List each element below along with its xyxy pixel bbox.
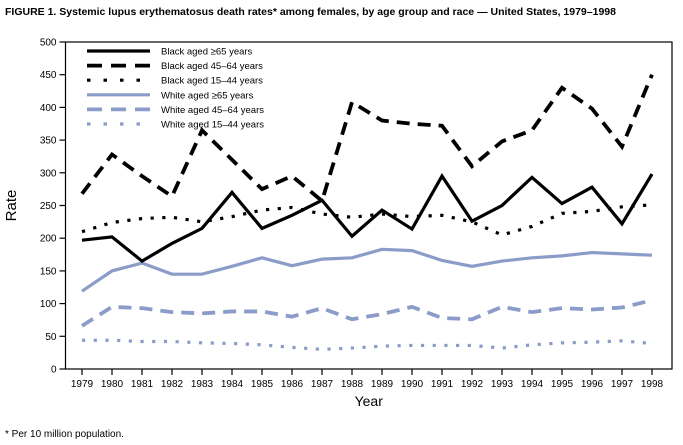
x-tick-label: 1986 <box>281 379 304 390</box>
x-tick-label: 1998 <box>641 379 664 390</box>
x-tick-label: 1989 <box>371 379 394 390</box>
x-tick-label: 1990 <box>401 379 424 390</box>
y-tick-label: 200 <box>40 234 57 245</box>
x-tick-label: 1997 <box>611 379 634 390</box>
y-tick-label: 150 <box>40 266 57 277</box>
series-line-3 <box>81 247 653 293</box>
footnote: * Per 10 million population. <box>5 429 124 440</box>
y-tick-label: 250 <box>40 201 57 212</box>
x-tick-label: 1981 <box>131 379 154 390</box>
legend-label-5: White aged 15–44 years <box>161 120 264 131</box>
x-tick-label: 1994 <box>521 379 544 390</box>
legend-label-3: White aged ≥65 years <box>161 90 254 101</box>
series-line-0 <box>81 173 654 264</box>
x-tick-label: 1988 <box>341 379 364 390</box>
y-tick-label: 400 <box>40 103 57 114</box>
series-line-4 <box>80 298 653 328</box>
x-tick-label: 1992 <box>461 379 484 390</box>
y-tick-label: 450 <box>40 70 57 81</box>
legend-label-1: Black aged 45–64 years <box>161 61 263 72</box>
legend-label-4: White aged 45–64 years <box>161 105 264 116</box>
series-line-5 <box>82 338 653 351</box>
x-tick-label: 1980 <box>101 379 124 390</box>
y-tick-label: 350 <box>40 136 57 147</box>
x-tick-label: 1985 <box>251 379 274 390</box>
x-axis-title: Year <box>355 393 384 409</box>
x-tick-label: 1979 <box>71 379 94 390</box>
y-tick-label: 100 <box>40 299 57 310</box>
x-tick-label: 1996 <box>581 379 604 390</box>
x-tick-label: 1995 <box>551 379 574 390</box>
legend-label-0: Black aged ≥65 years <box>161 47 253 58</box>
x-tick-label: 1991 <box>431 379 454 390</box>
y-tick-label: 0 <box>51 365 57 376</box>
legend-label-2: Black aged 15–44 years <box>161 76 263 87</box>
x-tick-label: 1982 <box>161 379 184 390</box>
figure-title: FIGURE 1. Systemic lupus erythematosus d… <box>5 6 616 18</box>
y-tick-label: 50 <box>45 332 57 343</box>
series-line-1 <box>80 73 654 205</box>
y-tick-label: 500 <box>40 38 57 49</box>
plot-frame <box>64 41 673 370</box>
x-tick-label: 1984 <box>221 379 244 390</box>
y-axis-title: Rate <box>3 190 20 222</box>
x-tick-label: 1983 <box>191 379 214 390</box>
y-tick-label: 300 <box>40 168 57 179</box>
x-tick-label: 1993 <box>491 379 514 390</box>
series-line-2 <box>81 203 653 237</box>
x-tick-label: 1987 <box>311 379 334 390</box>
